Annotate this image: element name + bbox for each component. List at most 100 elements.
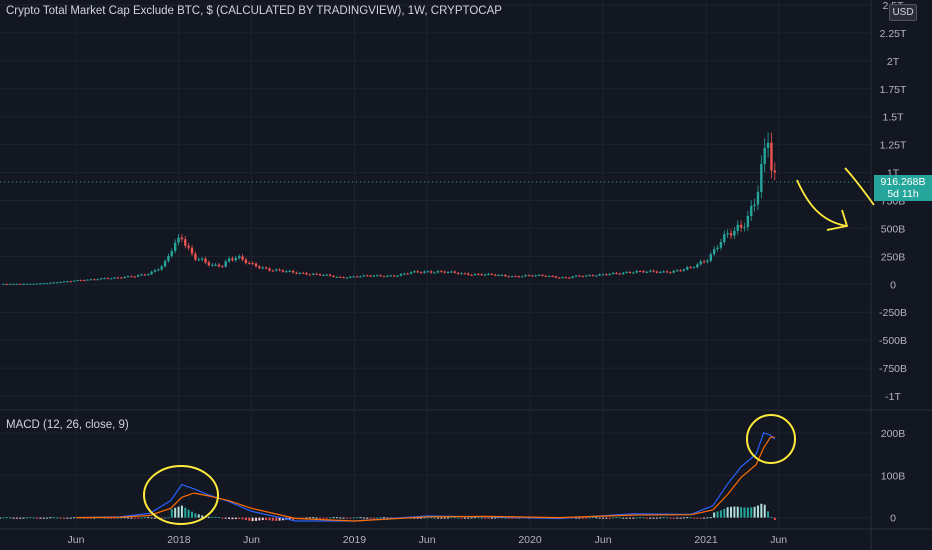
- macd-histogram-bar: [32, 517, 35, 519]
- y-tick-label: 500B: [881, 223, 906, 235]
- candle-body: [564, 277, 568, 279]
- candle-body: [746, 215, 750, 227]
- candle-body: [278, 269, 281, 271]
- y-tick-label: -1T: [885, 391, 901, 403]
- macd-histogram-bar: [575, 517, 578, 519]
- macd-histogram-bar: [191, 511, 194, 518]
- candle-body: [443, 271, 446, 273]
- candle-body: [578, 275, 581, 277]
- macd-histogram-bar: [187, 509, 190, 518]
- candle-body: [652, 270, 655, 272]
- candle-body: [635, 271, 638, 273]
- macd-histogram-bar: [217, 517, 220, 519]
- macd-histogram-bar: [207, 516, 210, 518]
- candle-body: [157, 269, 160, 271]
- candle-body: [76, 280, 79, 282]
- currency-badge[interactable]: USD: [889, 4, 917, 21]
- macd-y-tick-label: 100B: [881, 470, 906, 482]
- candle-body: [382, 276, 386, 278]
- macd-histogram-bar: [719, 510, 722, 518]
- macd-histogram-bar: [258, 517, 261, 521]
- candle-body: [355, 276, 359, 278]
- macd-histogram-bar: [160, 517, 163, 519]
- candle-body: [42, 283, 45, 285]
- annotation-stroke: [844, 167, 875, 206]
- candle-body: [527, 275, 531, 277]
- x-tick-label: 2021: [694, 534, 718, 546]
- candle-body: [416, 271, 419, 273]
- candle-body: [446, 272, 450, 274]
- macd-histogram-bar: [332, 517, 335, 519]
- macd-histogram-bar: [174, 507, 177, 518]
- candle-body: [584, 275, 588, 277]
- candle-body: [308, 274, 312, 276]
- candle-body: [109, 278, 113, 280]
- macd-histogram-bar: [73, 517, 76, 519]
- macd-histogram-bar: [662, 517, 665, 519]
- y-tick-label: 2.25T: [880, 28, 907, 40]
- candle-body: [770, 142, 773, 171]
- candle-body: [237, 256, 241, 258]
- candle-body: [359, 276, 362, 278]
- macd-histogram-bar: [504, 517, 507, 519]
- candle-body: [362, 275, 366, 277]
- candle-body: [99, 278, 103, 280]
- macd-histogram-bar: [22, 517, 25, 519]
- candle-body: [318, 274, 322, 276]
- candle-body: [406, 273, 409, 275]
- candle-body: [558, 277, 561, 279]
- price-pane[interactable]: [0, 132, 871, 285]
- candle-body: [369, 275, 372, 277]
- candle-body: [463, 273, 467, 275]
- y-tick-label: 1.5T: [882, 112, 904, 124]
- candle-body: [622, 272, 625, 275]
- candle-body: [116, 277, 120, 279]
- macd-histogram-bar: [255, 517, 258, 521]
- macd-histogram-bar: [413, 517, 416, 519]
- x-tick-label: 2020: [518, 534, 542, 546]
- macd-histogram-bar: [86, 517, 89, 519]
- candle-body: [392, 275, 396, 277]
- candle-body: [339, 276, 342, 278]
- macd-histogram-bar: [352, 517, 355, 519]
- macd-histogram-bar: [9, 517, 12, 519]
- candle-body: [177, 237, 180, 243]
- candle-body: [190, 247, 194, 254]
- macd-histogram-bar: [709, 517, 712, 519]
- macd-histogram-bar: [723, 508, 726, 518]
- candle-body: [669, 272, 672, 274]
- x-tick-label: Jun: [419, 534, 436, 546]
- macd-histogram-bar: [39, 517, 42, 519]
- candle-body: [66, 281, 69, 283]
- candle-body: [69, 281, 72, 283]
- candle-body: [365, 275, 369, 277]
- candle-body: [541, 274, 544, 276]
- macd-histogram-bar: [292, 517, 295, 521]
- macd-pane[interactable]: [0, 432, 776, 522]
- candle-body: [675, 270, 679, 272]
- macd-indicator-label[interactable]: MACD (12, 26, close, 9): [6, 419, 129, 431]
- macd-histogram-bar: [201, 515, 204, 518]
- candle-body: [93, 279, 96, 281]
- macd-histogram-bar: [514, 517, 517, 519]
- candle-body: [275, 269, 278, 271]
- macd-histogram-bar: [511, 517, 514, 519]
- macd-histogram-bar: [25, 517, 28, 519]
- macd-histogram-bar: [649, 517, 652, 519]
- candle-body: [19, 283, 22, 285]
- candle-body: [56, 282, 59, 284]
- candle-body: [140, 274, 143, 276]
- macd-histogram-bar: [322, 517, 325, 519]
- macd-histogram-bar: [696, 517, 699, 519]
- macd-histogram-bar: [305, 517, 308, 519]
- macd-histogram-bar: [484, 517, 487, 519]
- candle-body: [170, 251, 174, 256]
- candle-body: [712, 249, 716, 255]
- candle-body: [345, 277, 349, 279]
- candle-body: [568, 277, 571, 279]
- macd-histogram-bar: [453, 517, 456, 519]
- macd-histogram-bar: [127, 517, 130, 519]
- candle-body: [682, 269, 686, 271]
- candle-body: [298, 272, 302, 274]
